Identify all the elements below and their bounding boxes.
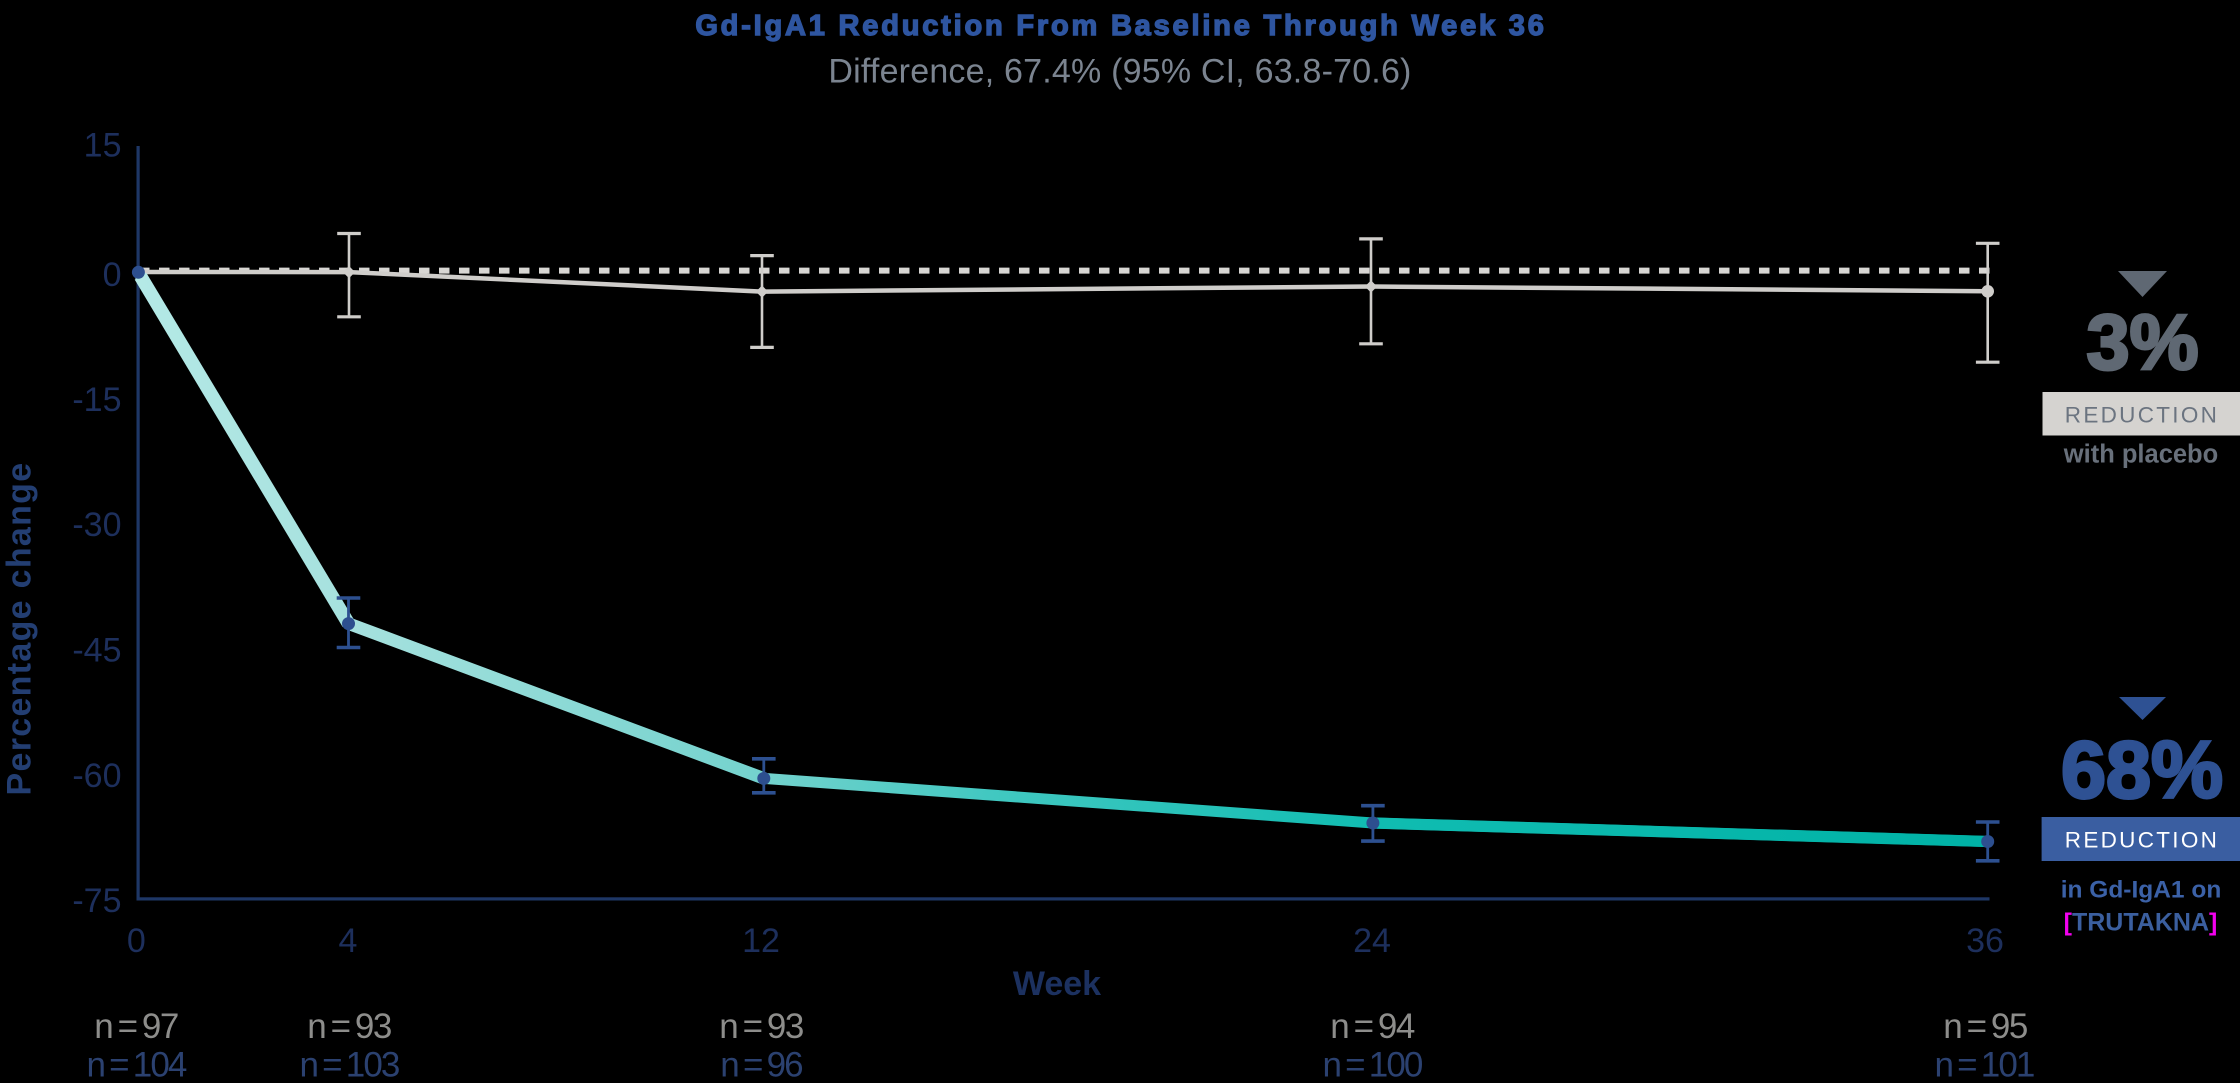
svg-text:n = 94: n = 94 xyxy=(1330,1007,1415,1046)
svg-text:15: 15 xyxy=(84,127,122,165)
svg-text:4: 4 xyxy=(339,922,358,960)
svg-text:n = 95: n = 95 xyxy=(1943,1007,2027,1046)
svg-text:n = 103: n = 103 xyxy=(299,1046,398,1083)
svg-text:-45: -45 xyxy=(72,632,121,670)
svg-text:24: 24 xyxy=(1353,922,1391,960)
svg-text:REDUCTION: REDUCTION xyxy=(2065,403,2219,428)
svg-text:Week: Week xyxy=(1013,965,1101,1003)
svg-text:-60: -60 xyxy=(72,757,121,795)
svg-text:-15: -15 xyxy=(72,381,121,419)
svg-text:n = 104: n = 104 xyxy=(86,1046,186,1083)
svg-text:Difference, 67.4% (95% CI, 63.: Difference, 67.4% (95% CI, 63.8-70.6) xyxy=(828,53,1411,91)
svg-text:36: 36 xyxy=(1966,922,2004,960)
svg-text:-75: -75 xyxy=(72,882,121,920)
svg-text:n = 97: n = 97 xyxy=(94,1007,178,1046)
svg-text:0: 0 xyxy=(127,922,146,960)
svg-text:with placebo: with placebo xyxy=(2063,441,2218,469)
svg-text:-30: -30 xyxy=(72,506,121,544)
svg-text:[TRUTAKNA]: [TRUTAKNA] xyxy=(2064,909,2218,937)
svg-text:0: 0 xyxy=(103,256,122,294)
svg-text:n = 96: n = 96 xyxy=(720,1046,802,1083)
svg-text:n = 100: n = 100 xyxy=(1322,1046,1422,1083)
svg-text:n = 93: n = 93 xyxy=(719,1007,803,1046)
svg-text:Percentage change: Percentage change xyxy=(1,462,39,796)
svg-text:n = 101: n = 101 xyxy=(1934,1046,2033,1083)
svg-text:12: 12 xyxy=(742,922,780,960)
svg-text:in Gd-IgA1 on: in Gd-IgA1 on xyxy=(2061,877,2222,904)
svg-text:n = 93: n = 93 xyxy=(307,1007,391,1046)
svg-text:Gd-IgA1 Reduction From Baselin: Gd-IgA1 Reduction From Baseline Through … xyxy=(695,10,1546,42)
svg-text:68%: 68% xyxy=(2061,726,2223,816)
svg-text:3%: 3% xyxy=(2086,300,2198,386)
svg-text:REDUCTION: REDUCTION xyxy=(2065,828,2219,853)
